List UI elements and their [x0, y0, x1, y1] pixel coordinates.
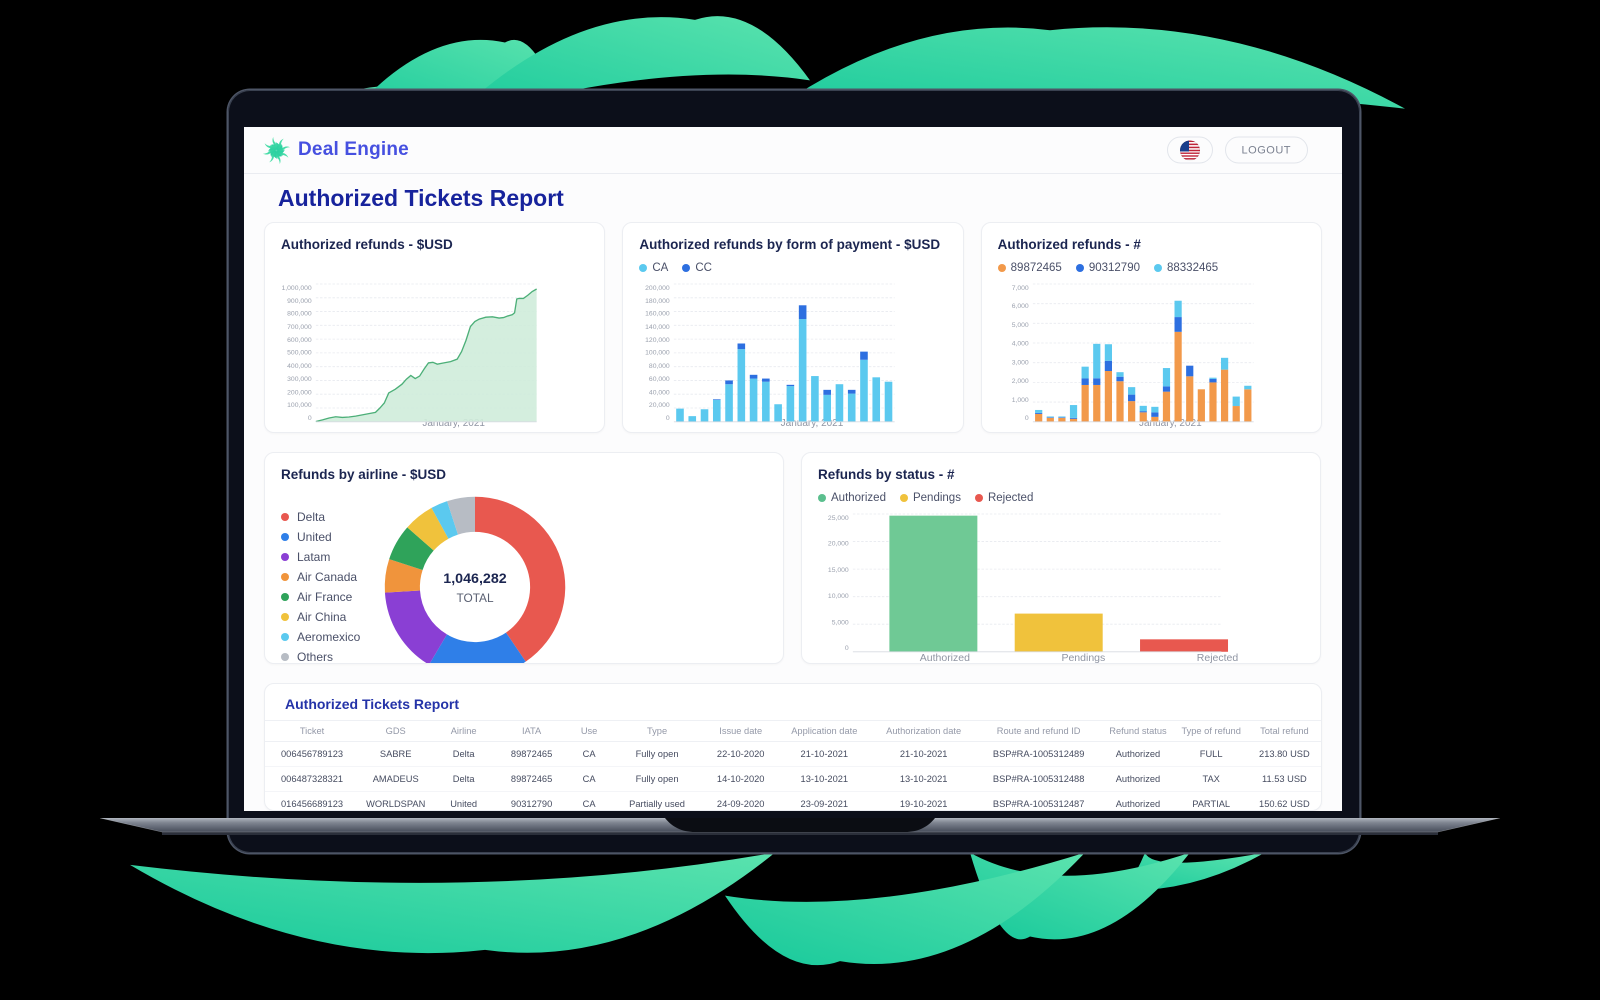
svg-text:1,046,282: 1,046,282	[444, 571, 507, 587]
svg-text:TOTAL: TOTAL	[457, 591, 495, 605]
